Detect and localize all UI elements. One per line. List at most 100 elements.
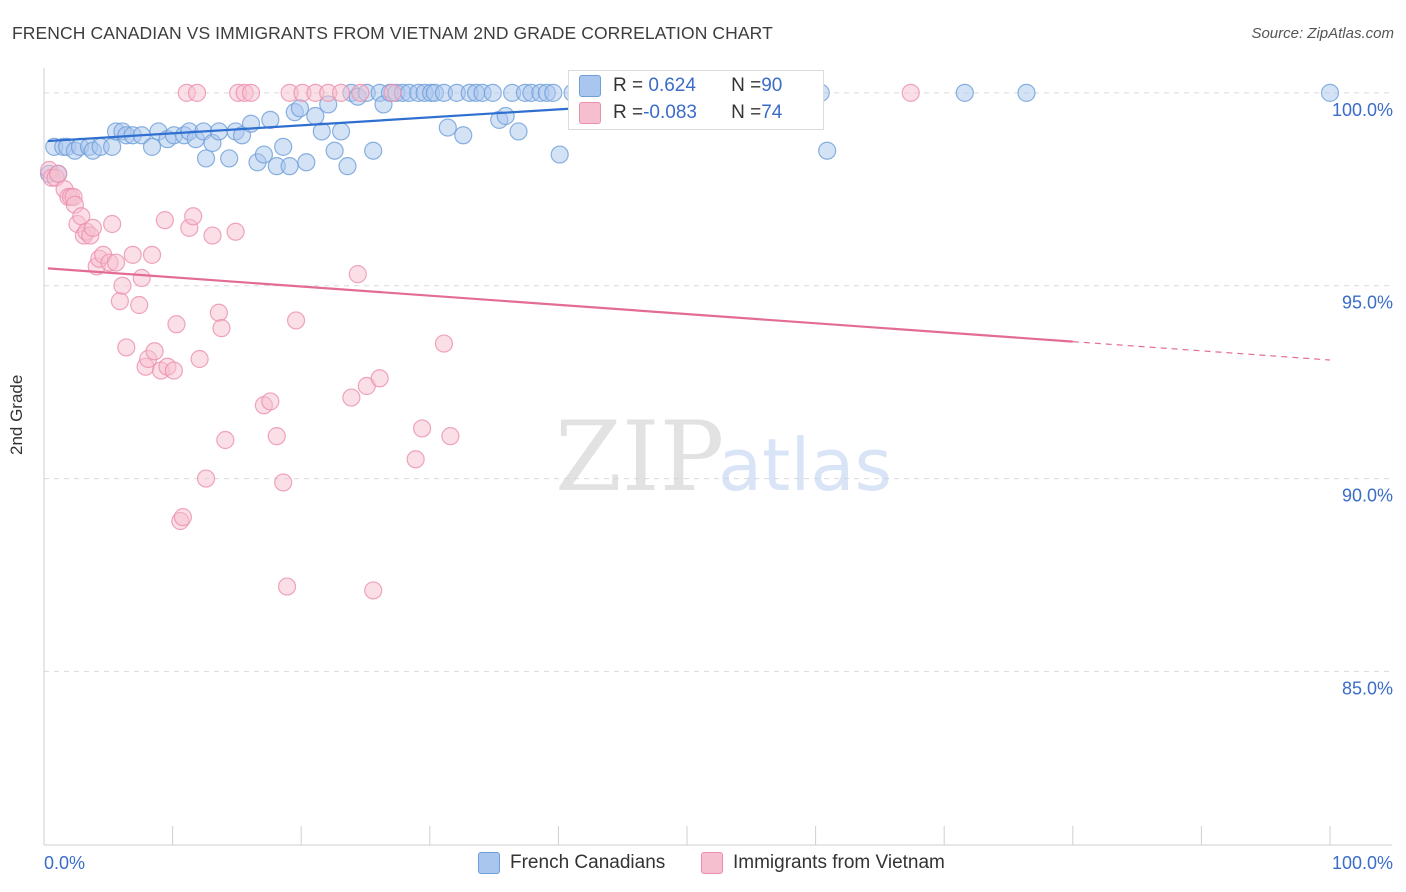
data-point-french-canadian — [103, 137, 122, 156]
chart-title: FRENCH CANADIAN VS IMMIGRANTS FROM VIETN… — [12, 23, 773, 43]
data-point-french-canadian — [142, 137, 162, 156]
data-point-vietnam — [132, 268, 151, 288]
data-point-vietnam — [103, 214, 122, 234]
data-point-vietnam — [113, 276, 132, 295]
y-tick-label: 100.0% — [1332, 100, 1393, 120]
data-point-french-canadian — [509, 122, 528, 141]
data-point-french-canadian — [331, 122, 351, 141]
legend-r-value: -0.083 — [643, 102, 697, 123]
legend-swatch-pink — [701, 852, 723, 874]
data-point-french-canadian — [544, 83, 563, 102]
y-tick-label: 95.0% — [1342, 293, 1393, 313]
data-point-vietnam — [406, 450, 425, 469]
data-point-vietnam — [383, 83, 402, 102]
legend-n-value: 90 — [761, 75, 783, 96]
data-point-vietnam — [261, 392, 280, 411]
data-point-vietnam — [187, 83, 207, 102]
data-point-vietnam — [351, 83, 370, 102]
legend-r-label: R = — [613, 102, 644, 123]
legend-row-french-canadians: R = 0.624 N = 90 — [579, 75, 782, 97]
data-point-french-canadian — [280, 157, 299, 176]
data-point-vietnam — [342, 388, 361, 407]
data-point-french-canadian — [364, 141, 383, 160]
legend-label-immigrants-from-vietnam: Immigrants from Vietnam — [733, 852, 945, 873]
legend-swatch-blue — [478, 852, 500, 874]
data-point-vietnam — [164, 361, 183, 380]
data-point-vietnam — [277, 577, 297, 596]
watermark-zip: ZIP — [555, 401, 724, 513]
data-point-vietnam — [212, 319, 231, 338]
y-tick-label: 85.0% — [1342, 678, 1393, 698]
data-point-vietnam — [226, 222, 245, 241]
data-point-french-canadian — [483, 83, 502, 102]
legend-item-french-canadians[interactable]: French Canadians — [478, 852, 665, 874]
data-point-vietnam — [209, 303, 228, 322]
data-point-vietnam — [216, 430, 235, 450]
data-point-vietnam — [117, 338, 136, 357]
data-point-vietnam — [196, 469, 216, 488]
data-point-vietnam — [274, 473, 293, 492]
data-point-vietnam — [370, 369, 389, 388]
data-point-french-canadian — [338, 157, 357, 176]
data-point-vietnam — [441, 427, 460, 446]
source-label: Source: ZipAtlas.com — [1251, 25, 1394, 42]
data-point-vietnam — [286, 311, 306, 330]
data-point-french-canadian — [454, 126, 473, 145]
data-point-french-canadian — [438, 118, 457, 137]
data-point-vietnam — [83, 218, 102, 237]
data-point-french-canadian — [274, 137, 293, 156]
legend-r-label: R = — [613, 75, 644, 96]
data-point-vietnam — [203, 226, 222, 245]
trend-line-vietnam — [47, 267, 1073, 343]
data-point-french-canadian — [1017, 83, 1036, 102]
data-point-french-canadian — [254, 145, 274, 164]
legend-n-label: N = — [731, 75, 762, 96]
data-point-vietnam — [364, 581, 383, 600]
data-point-vietnam — [145, 342, 164, 361]
data-point-french-canadian — [196, 149, 216, 168]
tick-labels: 85.0% 90.0% 95.0% 100.0% 0.0% 100.0% — [44, 100, 1393, 873]
data-point-vietnam — [267, 427, 286, 446]
trend-line-french-canadians — [47, 105, 608, 143]
data-point-vietnam — [49, 164, 68, 183]
x-tick-label-max: 100.0% — [1332, 853, 1393, 873]
legend-r-value: 0.624 — [643, 75, 696, 96]
x-tick-label-min: 0.0% — [44, 853, 85, 873]
data-point-french-canadian — [220, 149, 239, 168]
data-point-vietnam — [106, 253, 126, 272]
data-point-vietnam — [110, 292, 129, 311]
legend-row-immigrants-from-vietnam: R = -0.083 N = 74 — [579, 102, 782, 124]
data-point-vietnam — [348, 265, 367, 284]
series-immigrants-from-vietnam — [40, 83, 920, 600]
data-point-vietnam — [241, 83, 261, 102]
legend-label-french-canadians: French Canadians — [510, 852, 666, 873]
watermark-atlas: atlas — [718, 423, 892, 507]
data-point-vietnam — [190, 349, 209, 369]
data-point-vietnam — [167, 315, 186, 334]
data-point-vietnam — [173, 508, 192, 527]
data-point-vietnam — [184, 207, 203, 226]
data-point-french-canadian — [955, 83, 974, 102]
data-point-french-canadian — [818, 141, 837, 160]
data-point-french-canadian — [290, 99, 310, 118]
legend-n-value: 74 — [761, 102, 783, 123]
legend-swatch-pink — [579, 102, 601, 124]
trend-line-vietnam-extension — [1072, 341, 1331, 361]
data-point-vietnam — [434, 334, 454, 353]
data-point-french-canadian — [1320, 83, 1340, 102]
data-point-vietnam — [142, 245, 162, 264]
data-point-french-canadian — [550, 145, 569, 164]
legend-swatch-blue — [579, 75, 601, 97]
legend-n-label: N = — [731, 102, 762, 123]
data-point-french-canadian — [496, 106, 515, 126]
series-legend: French Canadians Immigrants from Vietnam — [0, 852, 1406, 878]
data-point-vietnam — [155, 211, 174, 230]
y-tick-label: 90.0% — [1342, 486, 1393, 506]
axes — [43, 68, 1392, 846]
data-point-vietnam — [901, 83, 920, 102]
legend-item-immigrants-from-vietnam[interactable]: Immigrants from Vietnam — [701, 852, 945, 874]
data-point-vietnam — [331, 83, 351, 102]
correlation-legend: R = 0.624 N = 90 R = -0.083 N = 74 — [568, 70, 824, 130]
data-point-vietnam — [123, 245, 142, 264]
